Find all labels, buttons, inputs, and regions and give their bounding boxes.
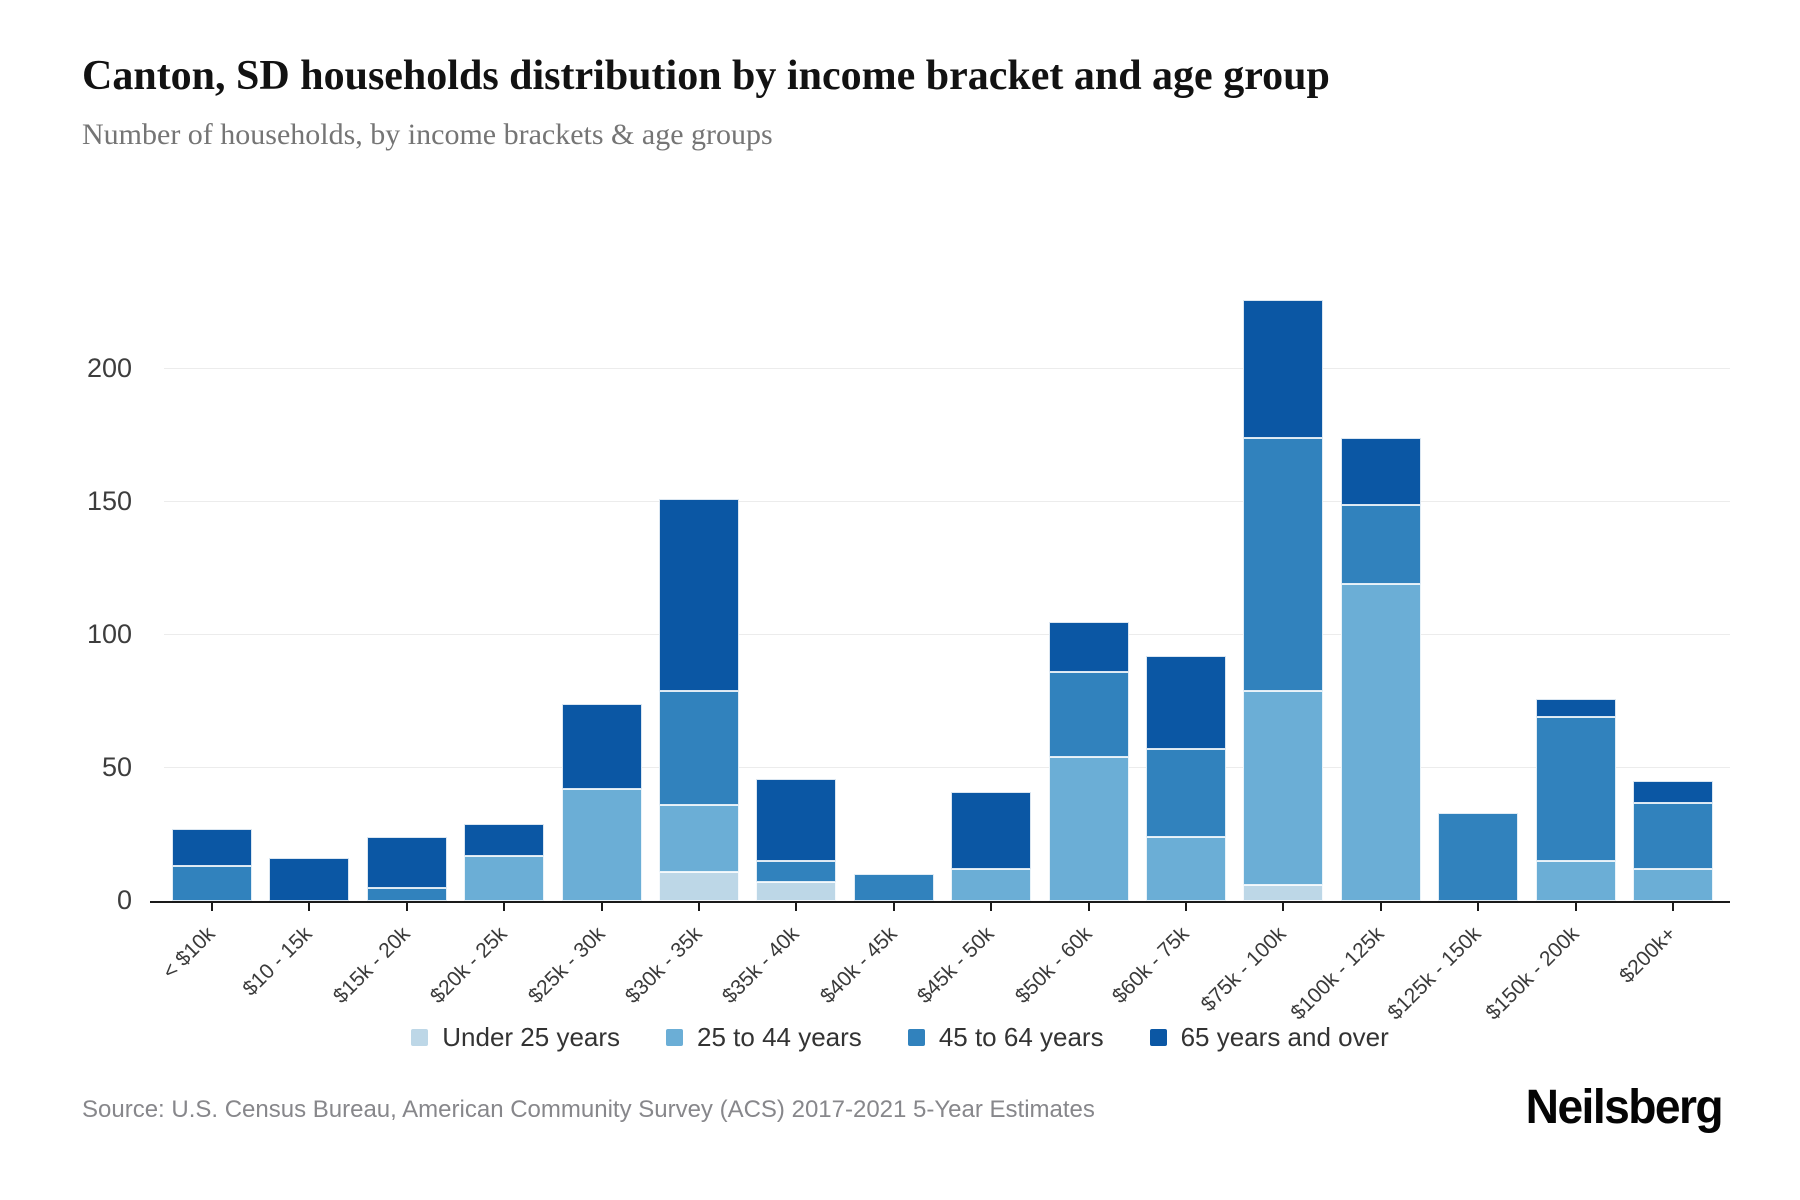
bar-column bbox=[951, 295, 1032, 901]
x-tick bbox=[990, 903, 993, 911]
bar-segment-45-to-64-years[interactable] bbox=[172, 866, 252, 901]
bar-segment-25-to-44-years[interactable] bbox=[1048, 757, 1129, 901]
bar-column bbox=[366, 295, 447, 901]
bar-segment-25-to-44-years[interactable] bbox=[1243, 690, 1324, 886]
legend-label: 25 to 44 years bbox=[697, 1022, 862, 1052]
brand-logo: Neilsberg bbox=[1525, 1080, 1724, 1134]
bar-segment-45-to-64-years[interactable] bbox=[1438, 813, 1519, 901]
bar-segment-65-years-and-over[interactable] bbox=[1633, 781, 1713, 803]
bar-segment-45-to-64-years[interactable] bbox=[1340, 504, 1421, 585]
x-tick bbox=[211, 903, 213, 911]
x-tick bbox=[892, 903, 895, 911]
bar-segment-65-years-and-over[interactable] bbox=[756, 778, 837, 862]
x-tick bbox=[1087, 903, 1090, 911]
bar-segment-45-to-64-years[interactable] bbox=[756, 861, 837, 883]
x-tick bbox=[1282, 903, 1285, 911]
legend: Under 25 years 25 to 44 years 45 to 64 yea… bbox=[0, 1022, 1800, 1053]
bar-column bbox=[269, 295, 350, 901]
x-tick bbox=[1477, 903, 1480, 911]
legend-swatch-icon bbox=[1149, 1029, 1167, 1046]
x-tick bbox=[405, 903, 408, 911]
bar-segment-45-to-64-years[interactable] bbox=[1633, 802, 1713, 870]
bar-segment-45-to-64-years[interactable] bbox=[1243, 438, 1324, 691]
bar-segment-25-to-44-years[interactable] bbox=[561, 789, 642, 901]
x-tick bbox=[795, 903, 798, 911]
bar-column bbox=[1243, 295, 1324, 901]
bar-segment-25-to-44-years[interactable] bbox=[1633, 869, 1713, 901]
bar-segment-under-25-years[interactable] bbox=[659, 871, 739, 901]
bar-segment-65-years-and-over[interactable] bbox=[464, 823, 545, 856]
x-tick bbox=[1185, 903, 1187, 911]
bar-column bbox=[1146, 295, 1226, 901]
bar-segment-65-years-and-over[interactable] bbox=[172, 829, 252, 867]
bar-segment-under-25-years[interactable] bbox=[1243, 885, 1324, 901]
bar-column bbox=[464, 295, 545, 901]
gridline bbox=[164, 767, 1730, 768]
bar-segment-45-to-64-years[interactable] bbox=[1048, 672, 1129, 758]
bar-column bbox=[1535, 295, 1616, 901]
bar-segment-65-years-and-over[interactable] bbox=[659, 499, 739, 691]
bar-segment-45-to-64-years[interactable] bbox=[853, 874, 934, 901]
x-tick bbox=[503, 903, 506, 911]
gridline bbox=[164, 634, 1730, 635]
y-axis-label: 0 bbox=[116, 885, 132, 915]
bar-segment-65-years-and-over[interactable] bbox=[366, 837, 447, 888]
x-tick bbox=[600, 903, 603, 911]
y-axis-label: 100 bbox=[86, 619, 132, 649]
bar-segment-45-to-64-years[interactable] bbox=[1535, 717, 1616, 862]
bar-segment-65-years-and-over[interactable] bbox=[561, 704, 642, 790]
legend-item[interactable]: Under 25 years bbox=[411, 1022, 620, 1053]
bar-segment-25-to-44-years[interactable] bbox=[1146, 837, 1226, 901]
legend-swatch-icon bbox=[411, 1029, 429, 1046]
bar-column bbox=[853, 295, 934, 901]
bar-column bbox=[1438, 295, 1519, 901]
chart-title: Canton, SD households distribution by in… bbox=[82, 53, 1330, 99]
bar-segment-25-to-44-years[interactable] bbox=[1340, 584, 1421, 901]
y-axis-label: 50 bbox=[101, 752, 132, 782]
chart-subtitle: Number of households, by income brackets… bbox=[82, 118, 773, 151]
x-tick bbox=[1672, 903, 1674, 911]
bar-column bbox=[172, 295, 252, 901]
bar-column bbox=[1633, 295, 1713, 901]
x-tick bbox=[308, 903, 311, 911]
bar-segment-25-to-44-years[interactable] bbox=[951, 869, 1032, 901]
bar-column bbox=[659, 295, 739, 901]
legend-item[interactable]: 25 to 44 years bbox=[666, 1022, 862, 1053]
y-axis-label: 200 bbox=[86, 353, 132, 383]
bar-segment-65-years-and-over[interactable] bbox=[1243, 299, 1324, 439]
legend-label: 45 to 64 years bbox=[938, 1022, 1104, 1052]
legend-label: Under 25 years bbox=[442, 1022, 621, 1052]
legend-item[interactable]: 65 years and over bbox=[1149, 1022, 1389, 1053]
source-text: Source: U.S. Census Bureau, American Com… bbox=[82, 1096, 1095, 1123]
x-tick bbox=[1574, 903, 1577, 911]
bar-segment-25-to-44-years[interactable] bbox=[1535, 861, 1616, 901]
legend-item[interactable]: 45 to 64 years bbox=[907, 1022, 1104, 1053]
bar-segment-45-to-64-years[interactable] bbox=[366, 887, 447, 901]
bar-segment-65-years-and-over[interactable] bbox=[1048, 621, 1129, 673]
legend-swatch-icon bbox=[907, 1029, 925, 1046]
x-tick bbox=[698, 903, 700, 911]
bar-column bbox=[1340, 295, 1421, 901]
legend-swatch-icon bbox=[666, 1029, 684, 1046]
bar-segment-under-25-years[interactable] bbox=[756, 882, 837, 901]
plot-area: 0 50 100 150 200 < $10k $10 - 15k $15k - 20k $20… bbox=[87, 295, 1730, 1024]
gridline bbox=[164, 368, 1730, 369]
bar-column bbox=[1048, 295, 1129, 901]
legend-label: 65 years and over bbox=[1180, 1022, 1389, 1052]
bar-segment-65-years-and-over[interactable] bbox=[269, 858, 350, 901]
bar-segment-65-years-and-over[interactable] bbox=[1146, 656, 1226, 750]
bar-segment-65-years-and-over[interactable] bbox=[1340, 438, 1421, 505]
y-axis-label: 150 bbox=[86, 486, 132, 516]
bar-segment-45-to-64-years[interactable] bbox=[1146, 749, 1226, 838]
bar-segment-65-years-and-over[interactable] bbox=[951, 791, 1032, 870]
x-tick bbox=[1379, 903, 1382, 911]
bar-segment-45-to-64-years[interactable] bbox=[659, 690, 739, 806]
bar-segment-25-to-44-years[interactable] bbox=[464, 855, 545, 901]
bar-segment-25-to-44-years[interactable] bbox=[659, 805, 739, 872]
bar-segment-65-years-and-over[interactable] bbox=[1535, 698, 1616, 718]
bar-column bbox=[561, 295, 642, 901]
gridline bbox=[164, 501, 1730, 502]
bar-column bbox=[756, 295, 837, 901]
